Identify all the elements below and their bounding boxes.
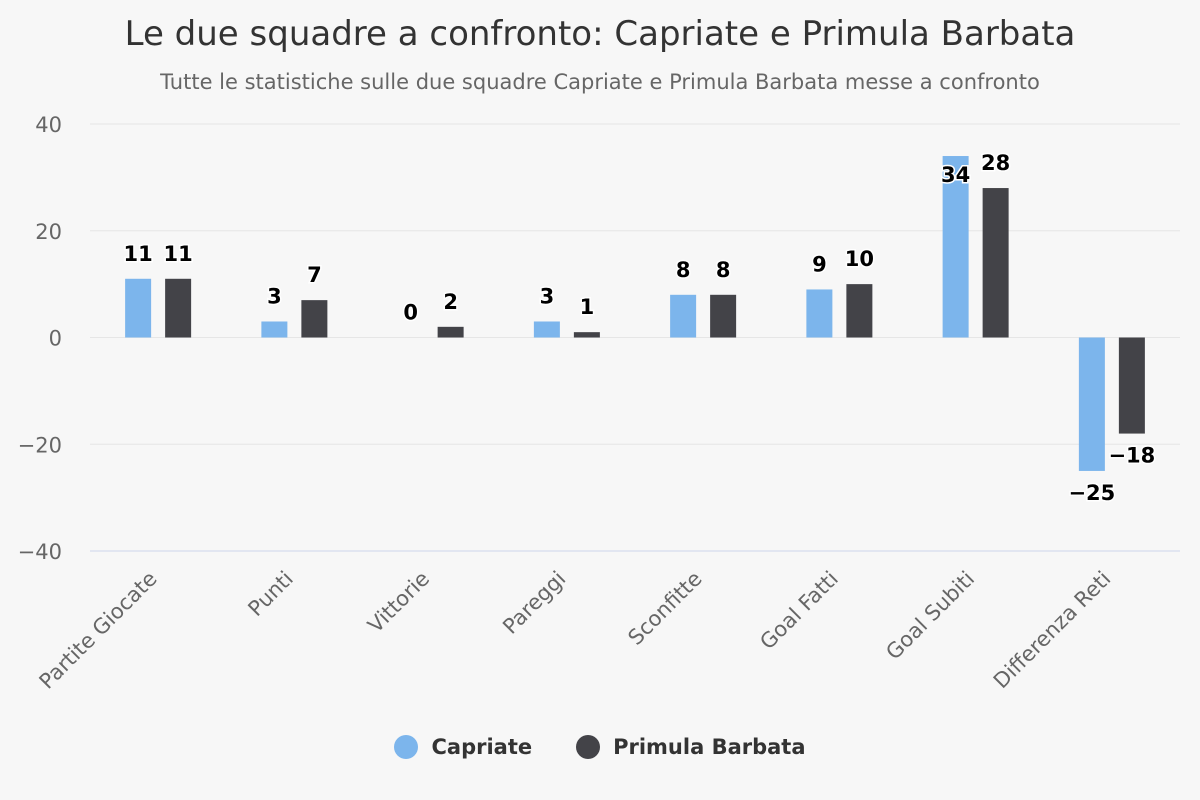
data-label: 28	[981, 151, 1010, 175]
x-tick-label: Differenza Reti	[989, 567, 1116, 694]
data-label: 1	[580, 295, 595, 319]
data-label: 0	[403, 301, 418, 325]
x-tick-label: Goal Fatti	[755, 567, 843, 655]
bar-capriate	[942, 156, 969, 338]
x-tick-label: Punti	[243, 567, 297, 621]
y-tick-label: −20	[18, 433, 62, 457]
data-label: 8	[716, 258, 731, 282]
bar-capriate	[261, 321, 288, 338]
bar-primula-barbata	[982, 188, 1009, 338]
bar-capriate	[670, 294, 697, 338]
bar-primula-barbata	[165, 278, 192, 338]
y-tick-label: 40	[35, 113, 62, 137]
bar-primula-barbata	[710, 294, 737, 338]
legend-swatch-primula-barbata	[576, 735, 601, 759]
bar-capriate	[806, 289, 833, 338]
legend-item-primula-barbata[interactable]: Primula Barbata	[576, 735, 806, 759]
data-label: −25	[1068, 481, 1115, 505]
y-tick-label: 20	[35, 220, 62, 244]
bar-primula-barbata	[437, 326, 464, 338]
bar-primula-barbata	[301, 300, 328, 338]
data-label: 10	[845, 247, 874, 271]
data-label: 3	[540, 284, 555, 308]
chart-subtitle: Tutte le statistiche sulle due squadre C…	[160, 70, 1040, 94]
data-label: 34	[941, 163, 970, 187]
chart-title: Le due squadre a confronto: Capriate e P…	[124, 14, 1076, 54]
data-label: 11	[164, 242, 193, 266]
data-label: 2	[443, 290, 458, 314]
data-label: 8	[676, 258, 691, 282]
legend-item-capriate[interactable]: Capriate	[394, 735, 532, 759]
data-label: −18	[1108, 444, 1155, 468]
x-tick-label: Pareggi	[498, 567, 570, 639]
y-tick-label: 0	[49, 327, 62, 351]
legend-label-capriate: Capriate	[431, 735, 533, 759]
data-label: 7	[307, 263, 322, 287]
data-label: 11	[124, 242, 153, 266]
bar-primula-barbata	[573, 332, 600, 338]
bar-primula-barbata	[846, 284, 873, 338]
bar-capriate	[533, 321, 560, 338]
x-tick-label: Partite Giocate	[35, 567, 162, 694]
bar-capriate	[125, 278, 152, 338]
bar-capriate	[1078, 337, 1105, 471]
data-label: 9	[812, 252, 827, 276]
data-label: 3	[267, 284, 282, 308]
x-tick-label: Vittorie	[363, 567, 434, 638]
y-tick-label: −40	[18, 540, 62, 564]
x-tick-label: Goal Subiti	[881, 567, 979, 665]
legend: Capriate Primula Barbata	[0, 730, 1200, 764]
bar-primula-barbata	[1118, 337, 1145, 434]
x-tick-label: Sconfitte	[623, 567, 706, 650]
legend-label-primula-barbata: Primula Barbata	[613, 735, 806, 759]
legend-swatch-capriate	[394, 735, 419, 759]
